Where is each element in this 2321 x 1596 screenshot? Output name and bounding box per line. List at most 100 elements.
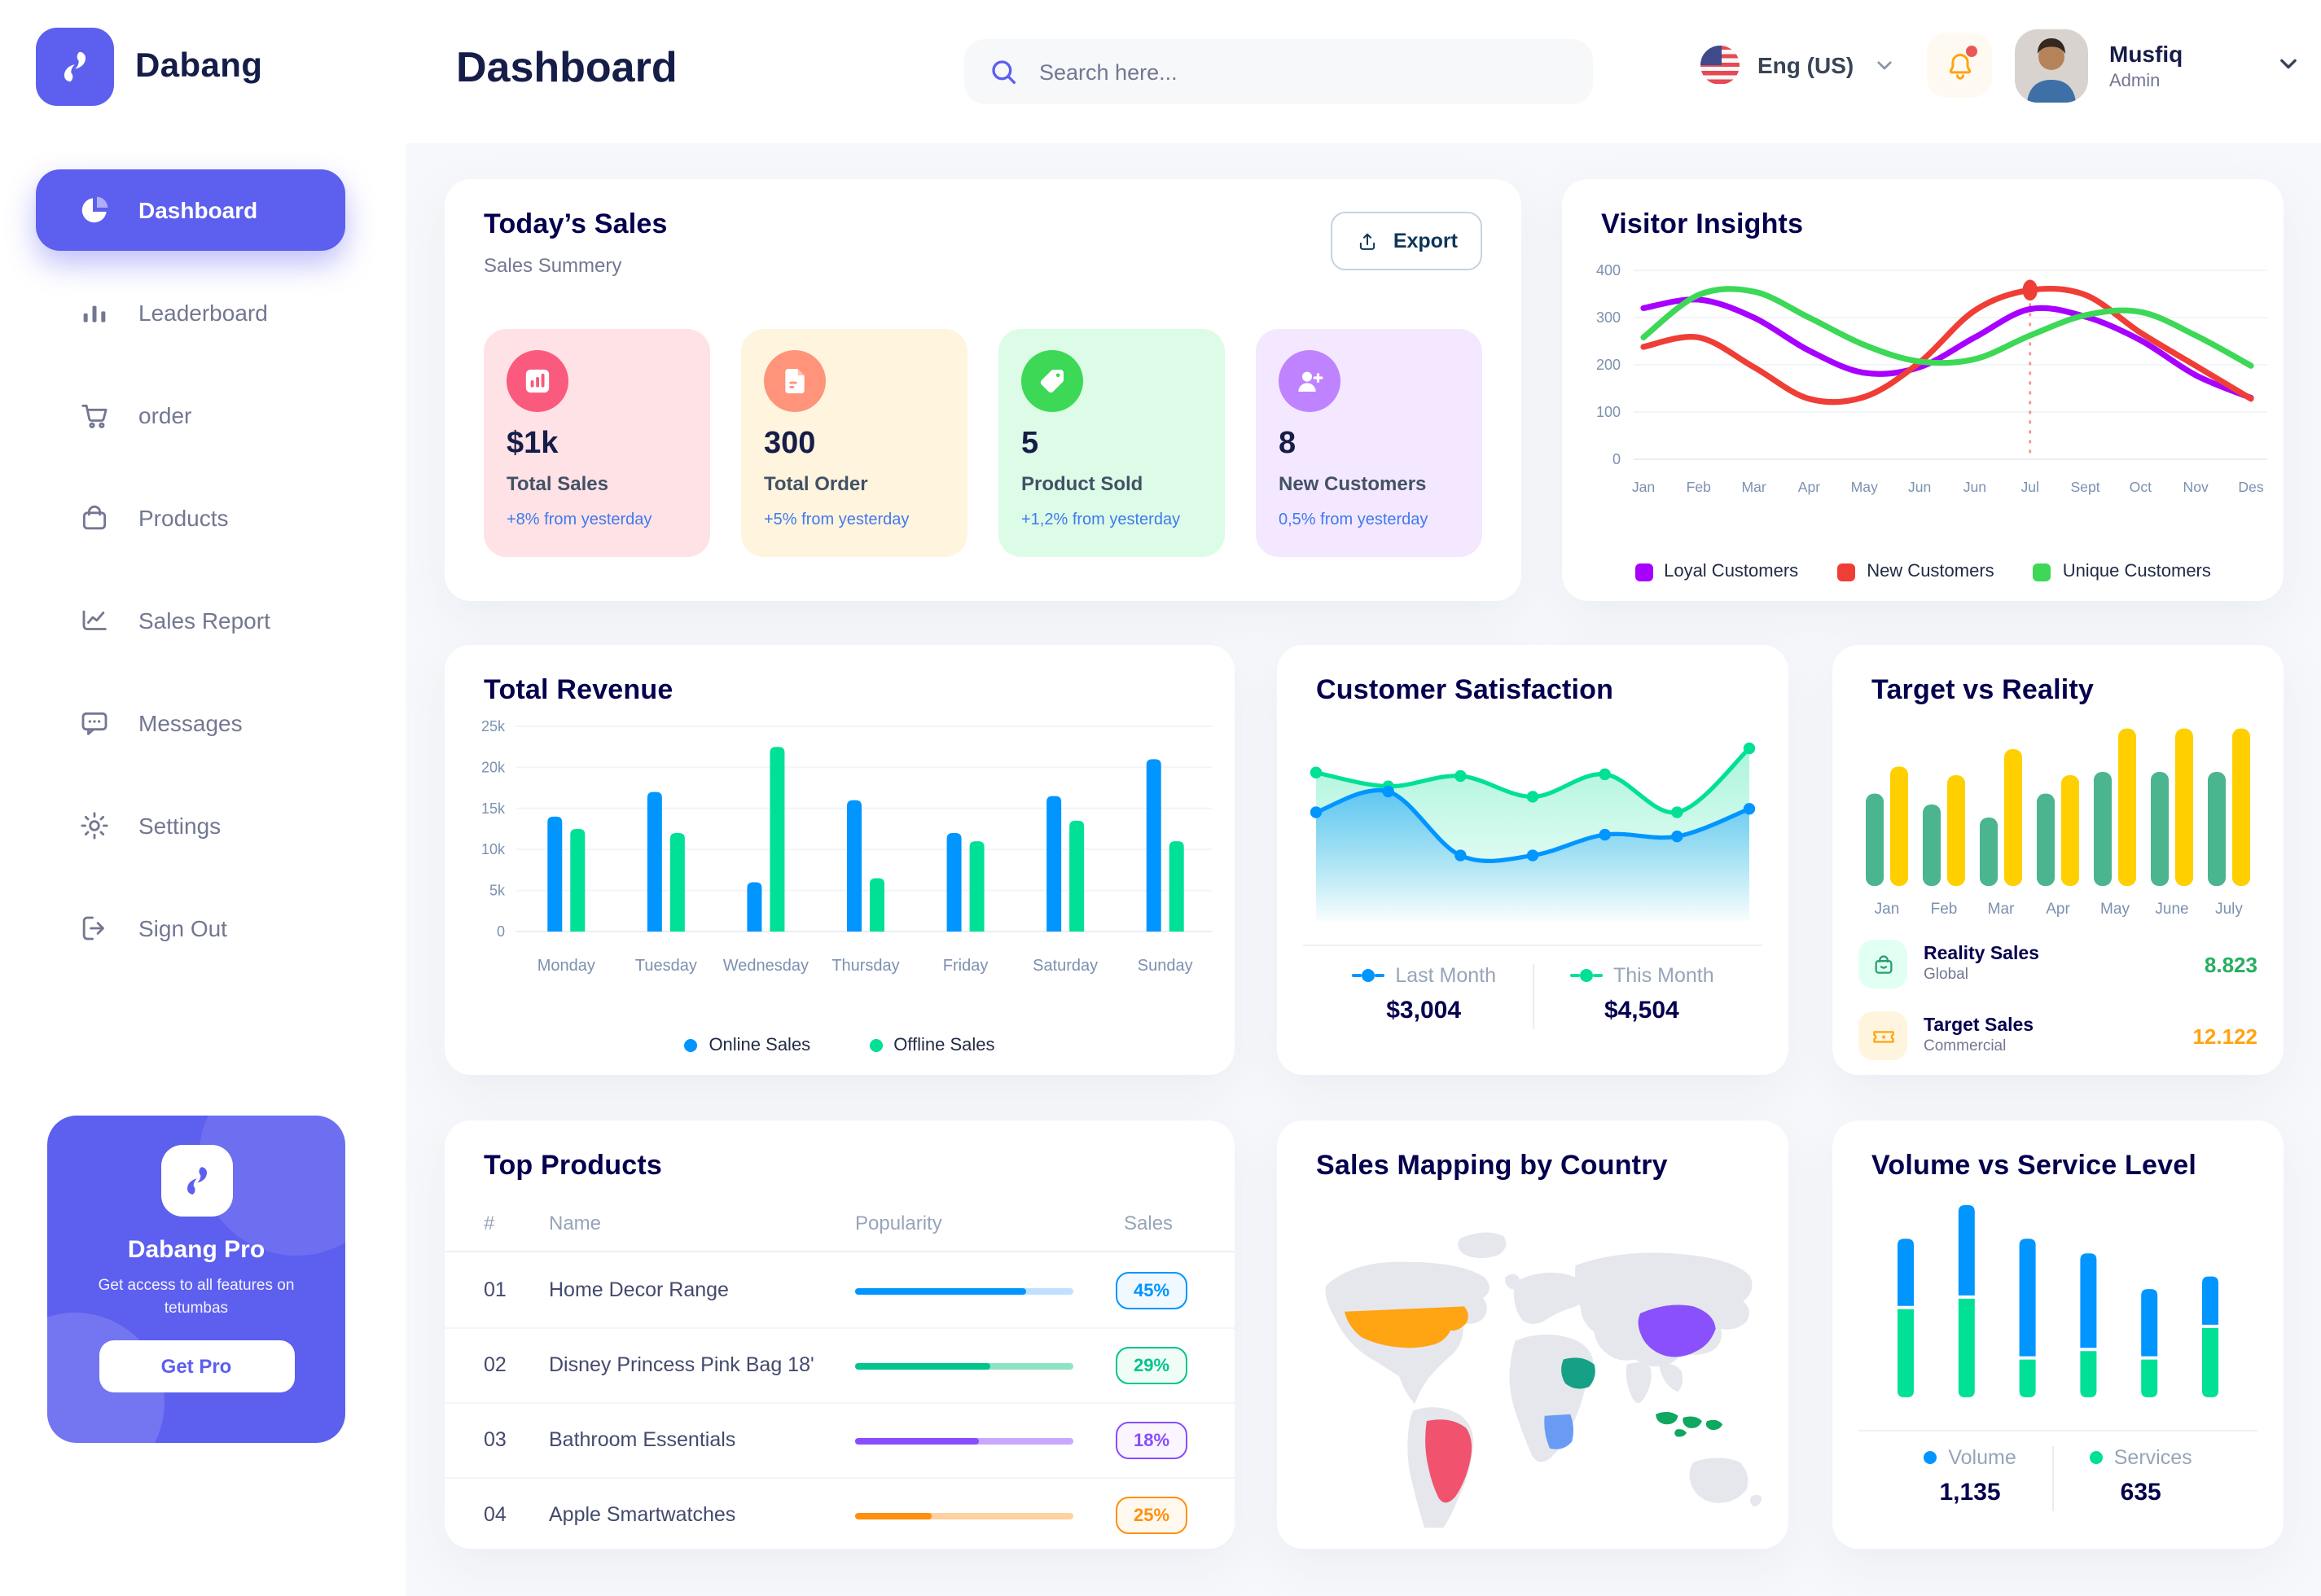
svg-text:May: May	[2100, 901, 2130, 918]
volume-service-title: Volume vs Service Level	[1871, 1150, 2196, 1181]
svg-text:Jan: Jan	[1632, 479, 1655, 495]
stat-delta: +8% from yesterday	[507, 511, 652, 529]
top-products-title: Top Products	[484, 1150, 662, 1181]
sidebar-item-settings[interactable]: Settings	[36, 785, 345, 866]
svg-text:Oct: Oct	[2130, 479, 2152, 495]
svg-text:Sunday: Sunday	[1138, 957, 1193, 975]
export-button[interactable]: Export	[1331, 212, 1482, 270]
svg-text:Wednesday: Wednesday	[723, 957, 809, 975]
avatar[interactable]	[2015, 29, 2088, 103]
svg-text:20k: 20k	[481, 759, 506, 775]
legend-entry: Unique Customers	[2033, 562, 2211, 581]
legend-entry-target-sales: Target Sales Commercial 12.122	[1858, 1006, 2257, 1065]
stat-label: New Customers	[1279, 472, 1427, 495]
sidebar-item-label: Dashboard	[138, 197, 258, 223]
volume-service-card: Volume vs Service Level Volume 1,135 Servi…	[1832, 1120, 2284, 1549]
popularity-bar	[855, 1363, 1073, 1370]
map-country-usa	[1345, 1306, 1468, 1348]
divider	[445, 1251, 1235, 1252]
user-name: Musfiq	[2109, 41, 2183, 67]
sidebar-item-leaderboard[interactable]: Leaderboard	[36, 272, 345, 353]
sales-badge: 18%	[1116, 1422, 1187, 1459]
sidebar-item-products[interactable]: Products	[36, 477, 345, 559]
stat-value: $1k	[507, 427, 559, 461]
chat-icon	[78, 707, 111, 739]
sidebar-item-sales-report[interactable]: Sales Report	[36, 580, 345, 661]
column-name: Name	[549, 1212, 602, 1234]
search-input[interactable]	[1036, 58, 1531, 86]
divider	[1303, 945, 1762, 946]
legend-entry: Volume 1,135	[1924, 1446, 2016, 1506]
sidebar-item-sign-out[interactable]: Sign Out	[36, 888, 345, 969]
stat-delta: 0,5% from yesterday	[1279, 511, 1428, 529]
svg-text:200: 200	[1596, 357, 1621, 373]
legend-entry-reality-sales: Reality Sales Global 8.823	[1858, 935, 2257, 993]
sidebar-item-dashboard[interactable]: Dashboard	[36, 169, 345, 251]
stat-card-total-order: 300 Total Order +5% from yesterday	[741, 329, 967, 557]
sidebar-item-messages[interactable]: Messages	[36, 682, 345, 764]
sales-badge: 29%	[1116, 1347, 1187, 1384]
sidebar-item-label: order	[138, 402, 192, 428]
svg-text:Thursday: Thursday	[831, 957, 899, 975]
gear-icon	[78, 809, 111, 842]
ticket-icon	[1858, 1011, 1907, 1060]
stat-label: Total Order	[764, 472, 868, 495]
total-revenue-card: Total Revenue 0 5k 10k 15k 20k 25k Monday Tuesd…	[445, 645, 1235, 1075]
sidebar-nav: Dashboard Leaderboard order Products Sales R…	[0, 169, 406, 990]
svg-text:June: June	[2155, 901, 2188, 918]
map-country-china	[1638, 1304, 1716, 1357]
target-vs-reality-chart: Jan Feb Mar Apr May June July	[1866, 728, 2250, 918]
legend-entry: Services 635	[2089, 1446, 2192, 1506]
tag-icon	[1021, 350, 1083, 412]
brand-logo-icon	[36, 28, 114, 106]
svg-text:Monday: Monday	[537, 957, 595, 975]
target-vs-reality-card: Target vs Reality Jan Feb Mar Apr May June Jul…	[1832, 645, 2284, 1075]
chevron-down-icon	[1877, 61, 1892, 70]
notification-dot	[1966, 46, 1977, 57]
customer-satisfaction-card: Customer Satisfaction Last Month $3,004 Th…	[1277, 645, 1788, 1075]
product-index: 03	[484, 1428, 507, 1451]
visitor-insights-legend: Loyal Customers New Customers Unique Custo…	[1562, 562, 2284, 581]
map-country-indonesia	[1656, 1412, 1723, 1437]
total-revenue-chart: 0 5k 10k 15k 20k 25k Monday Tuesday Wednesday Thu…	[481, 718, 1212, 975]
bag2-icon	[1858, 940, 1907, 989]
cart-icon	[78, 399, 111, 432]
volume-service-chart	[1898, 1205, 2218, 1397]
legend-entry: Offline Sales	[869, 1036, 995, 1055]
svg-text:Mar: Mar	[1741, 479, 1766, 495]
svg-text:25k: 25k	[481, 718, 506, 734]
sidebar-item-label: Sales Report	[138, 607, 270, 634]
search-box[interactable]	[964, 39, 1593, 104]
visitor-insights-title: Visitor Insights	[1601, 208, 1804, 239]
signout-icon	[78, 912, 111, 945]
sidebar-item-order[interactable]: order	[36, 375, 345, 456]
svg-text:July: July	[2215, 901, 2243, 918]
stat-card-total-sales: $1k Total Sales +8% from yesterday	[484, 329, 710, 557]
map-country-brazil	[1425, 1419, 1472, 1503]
language-selector[interactable]: Eng (US)	[1700, 46, 1898, 85]
volume-service-legend: Volume 1,135 Services 635	[1832, 1446, 2284, 1511]
product-name: Bathroom Essentials	[549, 1428, 736, 1451]
user-menu-chevron-icon[interactable]	[2274, 49, 2303, 78]
today-sales-card: Today’s Sales Sales Summery Export $1k To…	[445, 179, 1521, 601]
pie-icon	[78, 194, 111, 226]
page-title: Dashboard	[456, 42, 678, 91]
product-name: Apple Smartwatches	[549, 1503, 736, 1526]
column-sales: Sales	[1124, 1212, 1174, 1234]
total-revenue-title: Total Revenue	[484, 674, 673, 705]
map-country-saudi	[1561, 1357, 1595, 1389]
get-pro-button[interactable]: Get Pro	[99, 1340, 294, 1392]
legend-entry: New Customers	[1837, 562, 1994, 581]
svg-text:Apr: Apr	[1798, 479, 1821, 495]
pro-card-title: Dabang Pro	[127, 1236, 265, 1264]
sidebar-item-label: Settings	[138, 813, 222, 839]
notifications-button[interactable]	[1927, 33, 1992, 98]
svg-text:Jun: Jun	[1908, 479, 1931, 495]
popularity-bar	[855, 1438, 1073, 1445]
svg-text:Apr: Apr	[2046, 901, 2070, 918]
svg-text:Jun: Jun	[1963, 479, 1986, 495]
pro-logo-icon	[160, 1145, 232, 1217]
svg-text:May: May	[1851, 479, 1878, 495]
chart-icon	[507, 350, 568, 412]
